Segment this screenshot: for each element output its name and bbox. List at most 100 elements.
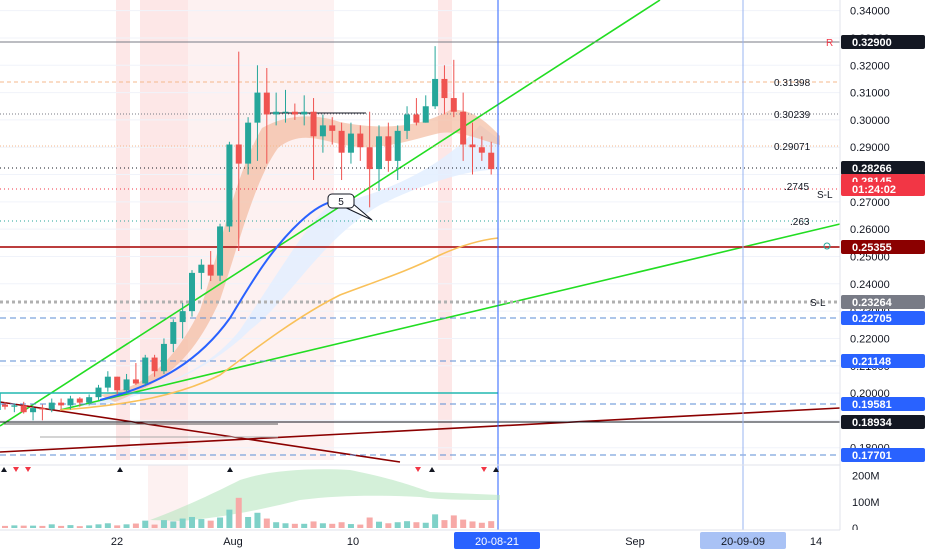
level-tag-fib: 0.29071 <box>774 142 811 153</box>
signal-up-arrow-icon <box>429 467 435 472</box>
shading-band <box>438 0 452 460</box>
price-tick-label: 0.22000 <box>850 333 890 345</box>
time-axis[interactable]: 22 Aug 10 Sep 14 20-08-21 20-09-09 <box>0 529 932 550</box>
callout-box <box>327 193 355 209</box>
price-tick-label: 0.27000 <box>850 197 890 209</box>
level-tag-fib: 0.30239 <box>774 110 811 121</box>
volume-bar <box>347 524 354 528</box>
candle-body <box>67 398 74 406</box>
signal-up-arrow-icon <box>493 467 499 472</box>
volume-bar <box>170 521 177 528</box>
candle-body <box>207 264 214 276</box>
volume-bar <box>338 522 345 528</box>
price-label-badge <box>841 448 925 462</box>
volume-bar <box>39 525 46 528</box>
volume-bar <box>404 521 411 528</box>
price-tick-label: 0.29000 <box>850 142 890 154</box>
candle-body <box>273 111 280 115</box>
candle-body <box>2 404 8 407</box>
candle-body <box>291 111 298 115</box>
trend-line-green-steep <box>0 0 661 427</box>
reference-lines <box>0 41 840 456</box>
volume-bar <box>291 523 298 528</box>
volume-bar <box>142 520 149 528</box>
price-label-text: 0.19581 <box>852 399 892 411</box>
signal-down-arrow-icon <box>13 467 19 472</box>
candle-body <box>20 405 27 413</box>
volume-bar <box>198 519 205 528</box>
level-tag-263: .263 <box>790 217 810 228</box>
volume-bar <box>226 509 233 528</box>
price-tick-label: 0.32000 <box>850 60 890 72</box>
volume-tick-label: 100M <box>852 497 880 509</box>
candle-body <box>441 78 448 99</box>
ribbon-orange <box>100 109 500 402</box>
signal-down-arrow-icon <box>25 467 31 472</box>
candle-body <box>217 226 224 276</box>
volume-bar <box>329 523 336 528</box>
price-label-text: 0.23264 <box>852 297 893 309</box>
price-label-badge <box>841 182 925 196</box>
candle-body <box>478 147 485 153</box>
level-tag-sl: S-L <box>810 298 826 309</box>
candle-body <box>404 114 411 131</box>
callout[interactable]: 5 <box>327 193 373 221</box>
candle-body <box>142 357 149 384</box>
candle-body <box>488 152 495 170</box>
trend-lines <box>0 0 841 463</box>
candle-body <box>422 106 429 123</box>
candle-body <box>329 125 336 131</box>
candle-body <box>235 144 242 164</box>
volume-bars <box>2 497 495 528</box>
volume-bar <box>441 520 448 528</box>
volume-bar <box>104 523 111 528</box>
candle-body <box>319 125 326 137</box>
candle-body <box>245 122 252 164</box>
price-labels: 0.329000.282660.2814501:24:020.253550.23… <box>841 35 925 462</box>
candle-body <box>76 398 83 403</box>
volume-bar <box>394 522 401 528</box>
volume-bar <box>319 523 326 528</box>
candle-body <box>179 311 186 323</box>
volume-bar <box>478 522 485 528</box>
volume-bar <box>413 522 420 528</box>
volume-bar <box>207 520 214 528</box>
volume-bar <box>95 524 102 528</box>
price-tick-label: 0.34000 <box>850 6 890 18</box>
price-tick-label: 0.24000 <box>850 279 890 291</box>
price-label-text: 0.22705 <box>852 313 892 325</box>
price-axis[interactable]: 0.340000.330000.320000.310000.300000.290… <box>839 0 932 535</box>
indicator-ribbons <box>60 109 500 408</box>
level-tag-r: R <box>826 38 833 49</box>
price-label-badge <box>841 415 925 429</box>
volume-bar <box>366 517 373 528</box>
volume-bar <box>376 521 382 528</box>
time-label: 22 <box>111 536 123 548</box>
candle-body <box>39 408 46 410</box>
signal-up-arrow-icon <box>227 467 233 472</box>
volume-ma-area <box>150 469 500 521</box>
price-label-text: 0.21148 <box>852 356 891 368</box>
volume-bar <box>450 515 457 528</box>
price-label-text: 0.18934 <box>852 417 893 429</box>
gridlines <box>0 10 840 449</box>
volume-bar <box>151 524 158 528</box>
candle-body <box>347 133 354 153</box>
volume-bar <box>11 525 18 528</box>
time-label: 14 <box>810 536 822 548</box>
volume-bar <box>488 521 495 528</box>
price-label-badge <box>841 354 925 368</box>
volume-bar <box>58 525 65 528</box>
signal-up-arrow-icon <box>117 467 123 472</box>
candle-body <box>282 111 289 113</box>
volume-bar <box>86 525 93 528</box>
volume-bar <box>76 526 83 528</box>
candle-body <box>338 130 345 153</box>
price-tick-label: 0.26000 <box>850 224 890 236</box>
volume-bar <box>273 522 280 528</box>
candle-body <box>413 114 420 123</box>
candle-body <box>469 144 476 148</box>
price-label-badge <box>841 35 925 49</box>
cursor-date-badge <box>454 532 540 549</box>
